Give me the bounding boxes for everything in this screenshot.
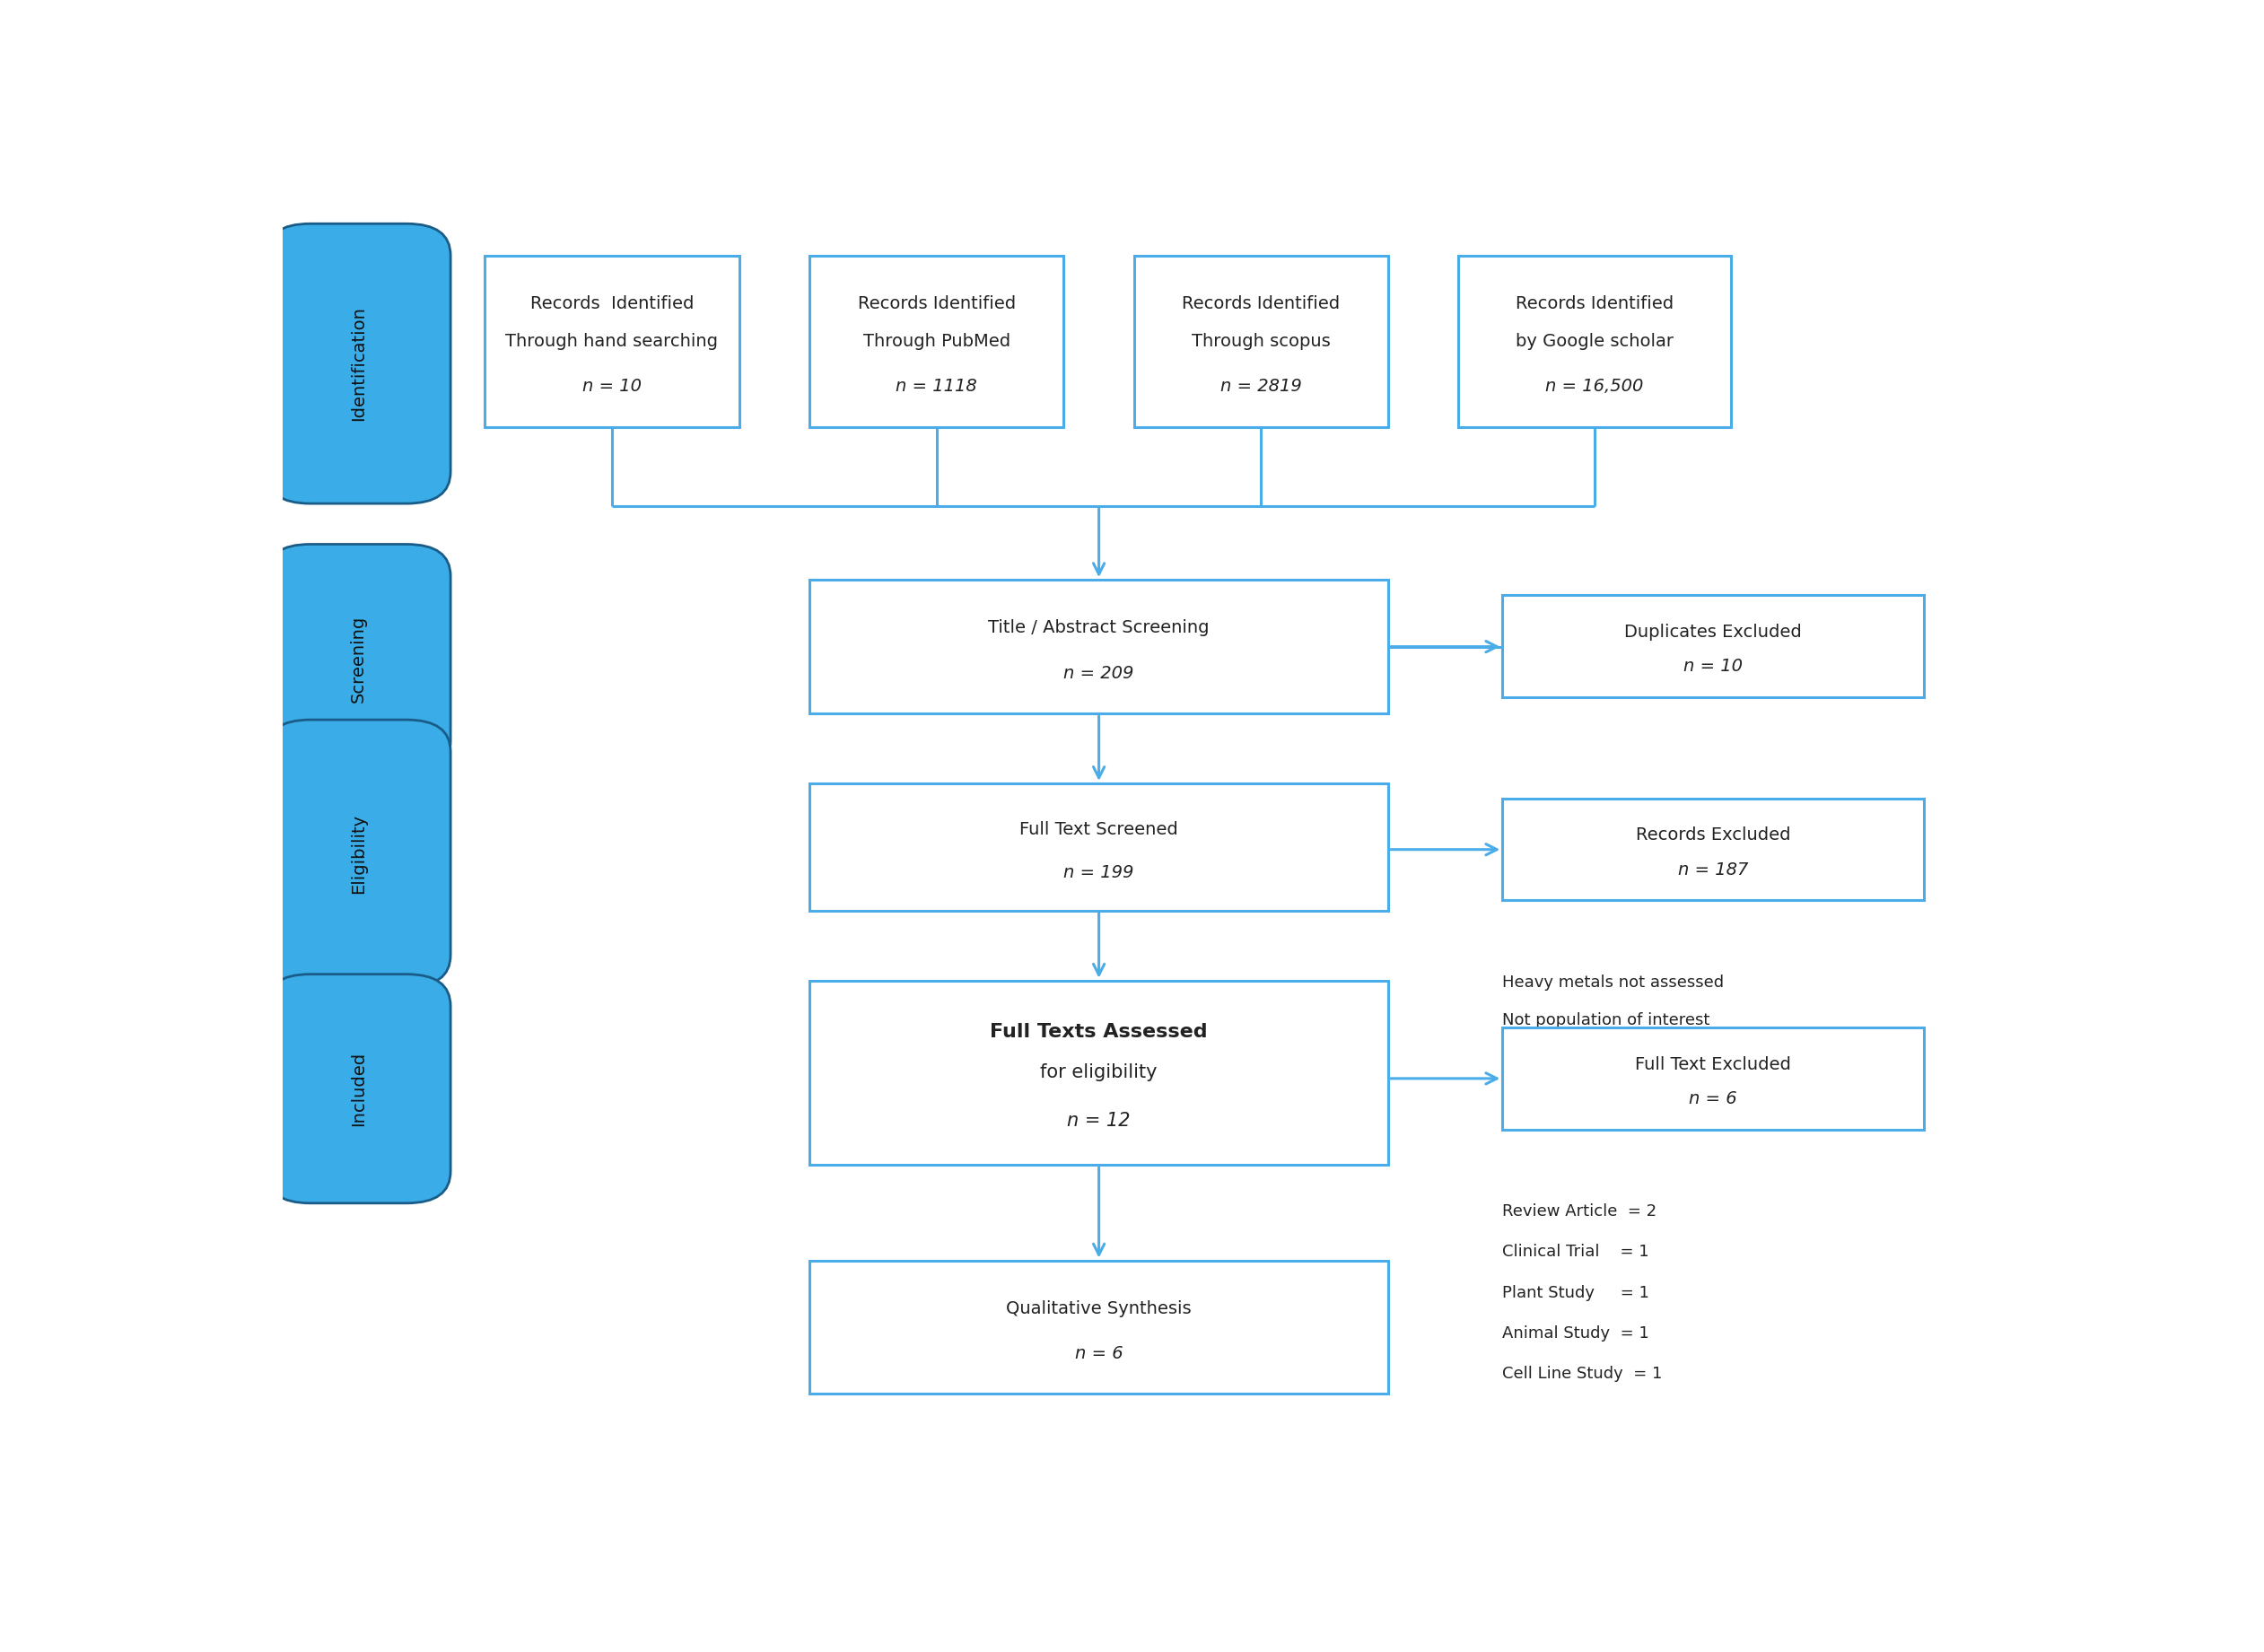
Text: n = 16,500: n = 16,500 — [1546, 377, 1644, 395]
Text: Included: Included — [351, 1051, 367, 1127]
Text: Records  Identified: Records Identified — [530, 296, 693, 312]
FancyBboxPatch shape — [267, 975, 451, 1203]
Text: n = 209: n = 209 — [1064, 664, 1134, 682]
FancyBboxPatch shape — [267, 720, 451, 986]
FancyBboxPatch shape — [811, 1260, 1388, 1394]
Text: n = 187: n = 187 — [1678, 861, 1748, 879]
Text: Duplicates Excluded: Duplicates Excluded — [1623, 623, 1802, 641]
Text: Full Texts Assessed: Full Texts Assessed — [989, 1023, 1207, 1041]
FancyBboxPatch shape — [811, 783, 1388, 910]
Text: n = 10: n = 10 — [582, 377, 641, 395]
Text: n = 2819: n = 2819 — [1220, 377, 1302, 395]
Text: Through PubMed: Through PubMed — [863, 332, 1010, 350]
Text: Records Identified: Records Identified — [1515, 296, 1673, 312]
FancyBboxPatch shape — [1503, 798, 1924, 900]
Text: n = 1118: n = 1118 — [897, 377, 978, 395]
Text: n = 199: n = 199 — [1064, 864, 1134, 881]
Text: Records Identified: Records Identified — [858, 296, 1017, 312]
FancyBboxPatch shape — [811, 981, 1388, 1165]
Text: n = 6: n = 6 — [1075, 1345, 1123, 1363]
Text: Heavy metals not assessed: Heavy metals not assessed — [1503, 975, 1725, 990]
Text: Screening: Screening — [351, 615, 367, 702]
FancyBboxPatch shape — [1134, 256, 1388, 428]
Text: Clinical Trial    = 1: Clinical Trial = 1 — [1503, 1244, 1648, 1260]
Text: n = 12: n = 12 — [1066, 1112, 1130, 1130]
Text: Qualitative Synthesis: Qualitative Synthesis — [1005, 1300, 1191, 1317]
FancyBboxPatch shape — [484, 256, 740, 428]
Text: Title / Abstract Screening: Title / Abstract Screening — [989, 620, 1209, 636]
FancyBboxPatch shape — [267, 223, 451, 504]
Text: Full Text Screened: Full Text Screened — [1019, 821, 1177, 838]
FancyBboxPatch shape — [811, 256, 1064, 428]
Text: Identification: Identification — [351, 306, 367, 421]
Text: Through scopus: Through scopus — [1191, 332, 1331, 350]
Text: for eligibility: for eligibility — [1041, 1064, 1157, 1082]
Text: Cell Line Study  = 1: Cell Line Study = 1 — [1503, 1366, 1662, 1383]
Text: by Google scholar: by Google scholar — [1515, 332, 1673, 350]
Text: Review article,: Review article, — [1503, 1051, 1621, 1067]
FancyBboxPatch shape — [1458, 256, 1730, 428]
Text: Eligibility: Eligibility — [351, 813, 367, 894]
Text: Records Identified: Records Identified — [1182, 296, 1340, 312]
Text: Full Text Excluded: Full Text Excluded — [1635, 1056, 1791, 1072]
FancyBboxPatch shape — [811, 580, 1388, 714]
Text: Through hand searching: Through hand searching — [505, 332, 718, 350]
Text: Records Excluded: Records Excluded — [1635, 826, 1791, 844]
Text: n = 10: n = 10 — [1684, 657, 1743, 676]
Text: Plant Study     = 1: Plant Study = 1 — [1503, 1285, 1650, 1300]
Text: Not population of interest: Not population of interest — [1503, 1013, 1709, 1029]
FancyBboxPatch shape — [1503, 595, 1924, 697]
Text: Animal Study  = 1: Animal Study = 1 — [1503, 1325, 1650, 1341]
Text: Review Article  = 2: Review Article = 2 — [1503, 1203, 1657, 1219]
FancyBboxPatch shape — [267, 544, 451, 773]
FancyBboxPatch shape — [1503, 1028, 1924, 1130]
Text: n = 6: n = 6 — [1689, 1090, 1736, 1107]
